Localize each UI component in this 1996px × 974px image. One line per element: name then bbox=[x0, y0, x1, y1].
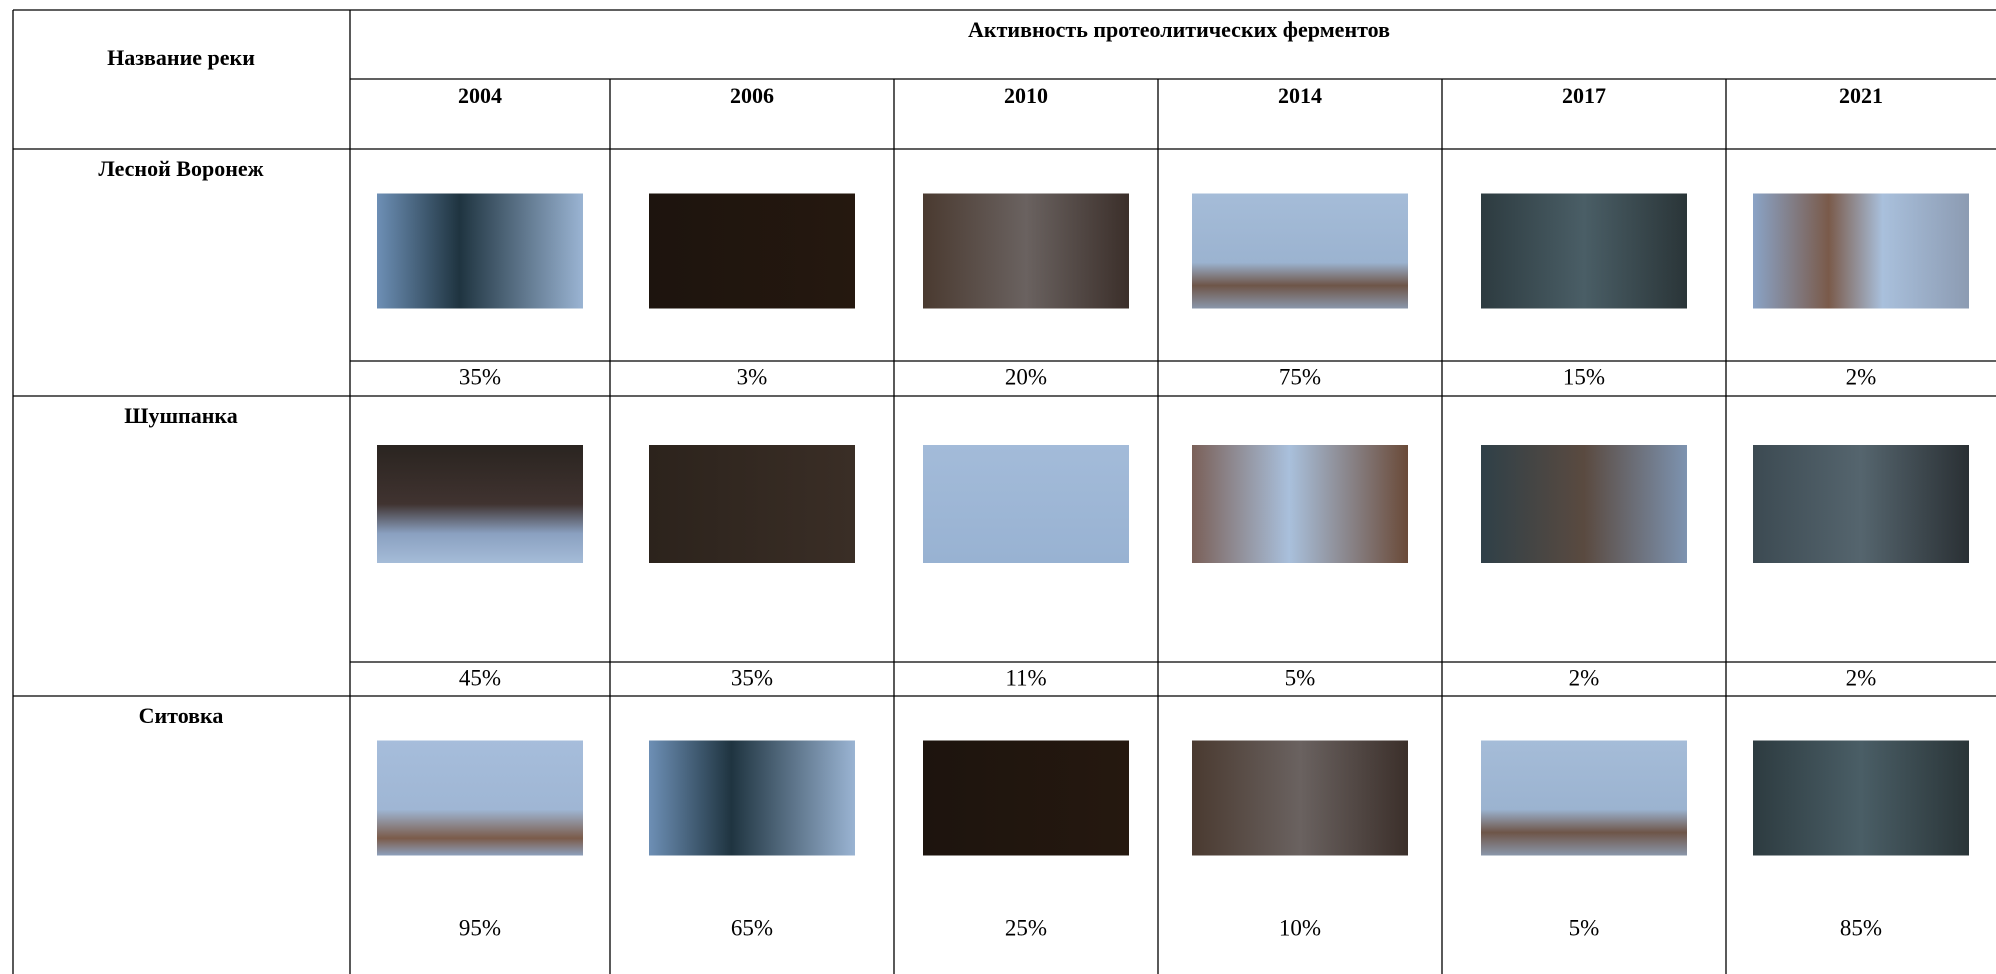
activity-value: 2% bbox=[1846, 364, 1877, 389]
activity-value: 35% bbox=[459, 364, 501, 389]
sample-photo bbox=[1192, 193, 1408, 309]
sample-photo bbox=[1753, 740, 1969, 856]
sample-photo bbox=[1753, 445, 1969, 563]
sample-photo bbox=[923, 193, 1129, 309]
river-column-header: Название реки bbox=[107, 45, 255, 70]
sample-photo bbox=[1192, 740, 1408, 856]
sample-photo bbox=[923, 445, 1129, 563]
sample-photo bbox=[1481, 193, 1687, 309]
activity-value: 11% bbox=[1005, 665, 1046, 690]
river-name: Лесной Воронеж bbox=[98, 156, 263, 181]
river-name: Ситовка bbox=[139, 703, 224, 728]
activity-value: 10% bbox=[1279, 915, 1321, 940]
activity-value: 35% bbox=[731, 665, 773, 690]
activity-value: 25% bbox=[1005, 915, 1047, 940]
sample-photo bbox=[649, 193, 855, 309]
year-header: 2014 bbox=[1278, 83, 1322, 108]
activity-value: 75% bbox=[1279, 364, 1321, 389]
activity-value: 5% bbox=[1569, 915, 1600, 940]
activity-value: 3% bbox=[737, 364, 768, 389]
activity-value: 2% bbox=[1569, 665, 1600, 690]
activity-value: 5% bbox=[1285, 665, 1316, 690]
activity-value: 45% bbox=[459, 665, 501, 690]
year-header: 2017 bbox=[1562, 83, 1606, 108]
activity-value: 85% bbox=[1840, 915, 1882, 940]
sample-photo bbox=[377, 445, 583, 563]
sample-photo bbox=[1192, 445, 1408, 563]
activity-value: 95% bbox=[459, 915, 501, 940]
river-name: Шушпанка bbox=[124, 403, 237, 428]
year-header: 2004 bbox=[458, 83, 502, 108]
sample-photo bbox=[923, 740, 1129, 856]
sample-photo bbox=[1481, 740, 1687, 856]
table-title: Активность протеолитических ферментов bbox=[968, 17, 1390, 42]
year-header: 2010 bbox=[1004, 83, 1048, 108]
sample-photo bbox=[377, 193, 583, 309]
activity-value: 2% bbox=[1846, 665, 1877, 690]
table-grid bbox=[12, 9, 1996, 974]
sample-photo bbox=[1481, 445, 1687, 563]
sample-photo bbox=[649, 740, 855, 856]
year-header: 2021 bbox=[1839, 83, 1883, 108]
activity-value: 15% bbox=[1563, 364, 1605, 389]
sample-photo bbox=[649, 445, 855, 563]
activity-value: 20% bbox=[1005, 364, 1047, 389]
year-header: 2006 bbox=[730, 83, 774, 108]
sample-photo bbox=[1753, 193, 1969, 309]
activity-value: 65% bbox=[731, 915, 773, 940]
sample-photo bbox=[377, 740, 583, 856]
